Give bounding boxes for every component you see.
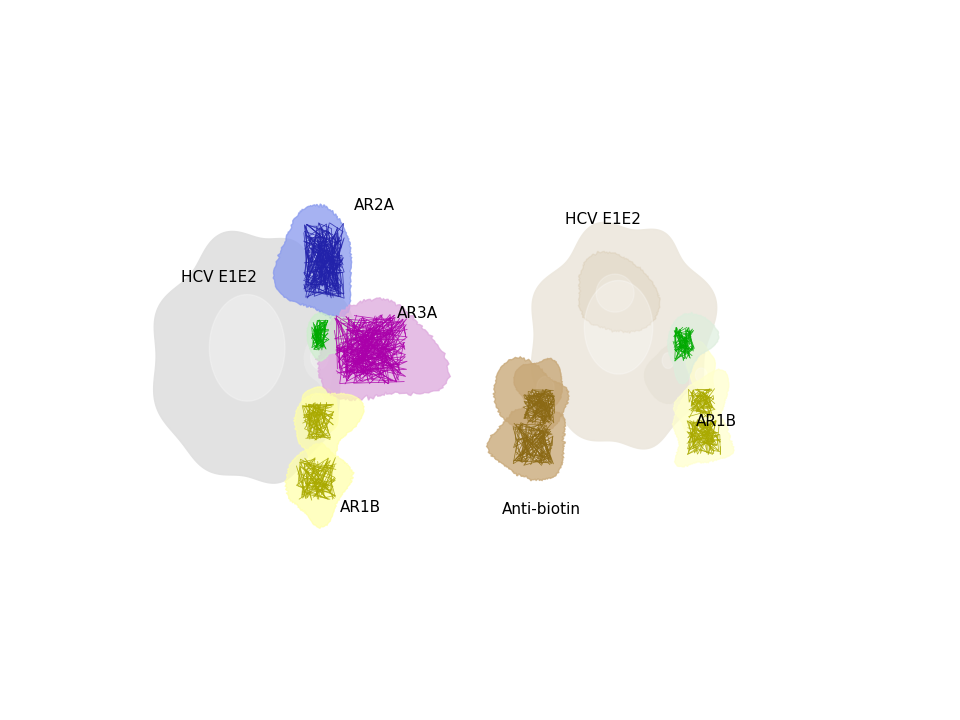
- Polygon shape: [674, 329, 691, 356]
- Text: AR1B: AR1B: [340, 500, 381, 515]
- Polygon shape: [312, 322, 326, 346]
- Text: AR3A: AR3A: [397, 306, 439, 320]
- Polygon shape: [695, 368, 708, 382]
- Polygon shape: [537, 377, 554, 399]
- Polygon shape: [662, 353, 674, 369]
- Polygon shape: [672, 390, 734, 467]
- Polygon shape: [316, 298, 450, 400]
- Text: Anti-biotin: Anti-biotin: [501, 502, 581, 516]
- Polygon shape: [689, 390, 711, 414]
- Polygon shape: [304, 317, 348, 389]
- Polygon shape: [307, 231, 338, 284]
- Polygon shape: [299, 460, 330, 494]
- Polygon shape: [493, 357, 569, 433]
- Text: HCV E1E2: HCV E1E2: [181, 270, 257, 284]
- Polygon shape: [673, 369, 729, 441]
- Text: AR1B: AR1B: [696, 414, 737, 428]
- Polygon shape: [285, 443, 354, 528]
- Polygon shape: [686, 341, 715, 394]
- Polygon shape: [209, 294, 285, 401]
- Polygon shape: [154, 231, 353, 483]
- Polygon shape: [311, 394, 324, 411]
- Polygon shape: [304, 405, 329, 435]
- Polygon shape: [307, 312, 363, 361]
- Polygon shape: [689, 422, 716, 449]
- Polygon shape: [644, 336, 688, 403]
- Polygon shape: [525, 391, 550, 420]
- Text: HCV E1E2: HCV E1E2: [564, 212, 641, 227]
- Polygon shape: [579, 251, 660, 333]
- Polygon shape: [516, 426, 547, 459]
- Text: AR2A: AR2A: [354, 198, 395, 212]
- Polygon shape: [667, 312, 719, 384]
- Polygon shape: [514, 359, 563, 420]
- Polygon shape: [596, 274, 634, 312]
- Polygon shape: [585, 281, 653, 374]
- Polygon shape: [311, 346, 328, 369]
- Polygon shape: [532, 222, 717, 449]
- Polygon shape: [487, 407, 565, 481]
- Polygon shape: [294, 393, 364, 472]
- Polygon shape: [274, 204, 351, 320]
- Polygon shape: [302, 387, 338, 431]
- Polygon shape: [341, 320, 396, 372]
